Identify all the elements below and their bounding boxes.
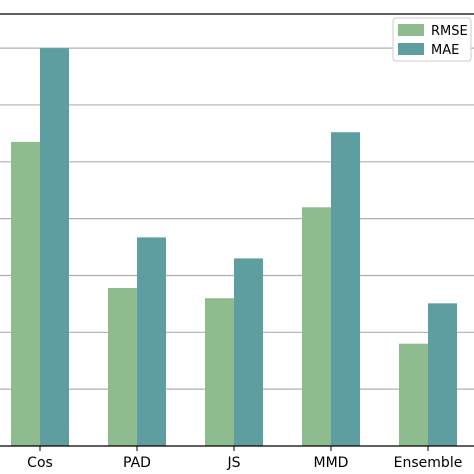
bar-rmse-pad xyxy=(108,287,137,446)
x-tick-label-js: JS xyxy=(226,455,240,471)
legend-label-rmse: RMSE xyxy=(431,24,468,39)
bar-mae-mmd xyxy=(331,132,360,447)
bar-rmse-cos xyxy=(11,141,40,447)
bars xyxy=(11,48,457,447)
x-tick-label-cos: Cos xyxy=(27,455,53,471)
bar-rmse-js xyxy=(205,298,234,446)
x-tick-label-ensemble: Ensemble xyxy=(394,455,463,471)
legend-swatch-mae xyxy=(398,43,424,55)
axes xyxy=(0,13,474,447)
legend-label-mae: MAE xyxy=(431,43,459,58)
legend-swatch-rmse xyxy=(398,24,424,36)
bar-rmse-ensemble xyxy=(399,343,428,446)
x-tick-labels: Cos PAD JS MMD Ensemble xyxy=(27,446,462,471)
bar-mae-js xyxy=(234,258,263,446)
x-tick-label-pad: PAD xyxy=(123,455,151,471)
bar-mae-ensemble xyxy=(428,303,457,446)
bar-mae-pad xyxy=(137,237,166,446)
bar-mae-cos xyxy=(40,48,69,447)
legend: RMSE MAE xyxy=(392,17,472,62)
bar-rmse-mmd xyxy=(302,207,331,446)
x-tick-label-mmd: MMD xyxy=(314,455,349,471)
